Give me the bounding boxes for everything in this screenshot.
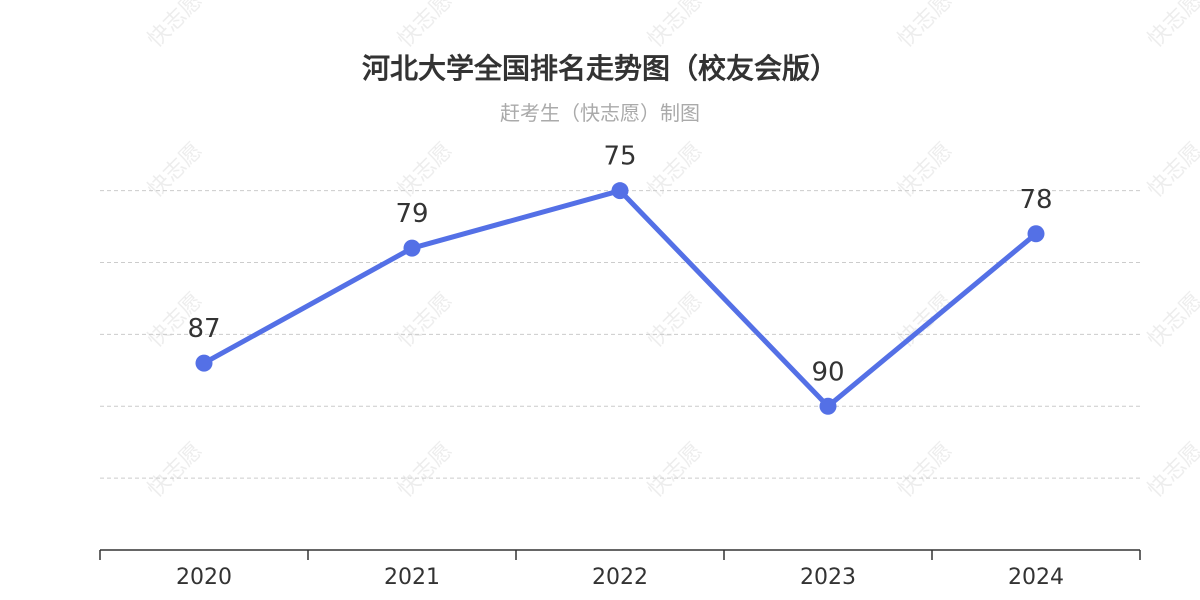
watermark-text: 快志愿 bbox=[643, 438, 707, 502]
x-tick-label: 2022 bbox=[592, 565, 648, 590]
x-tick-label: 2023 bbox=[800, 565, 856, 590]
data-labels: 87 79 75 90 78 bbox=[187, 142, 1052, 388]
watermark-text: 快志愿 bbox=[143, 438, 207, 502]
series-layer bbox=[195, 182, 1045, 415]
watermark-text: 快志愿 bbox=[1143, 288, 1200, 352]
watermark-text: 快志愿 bbox=[143, 138, 207, 202]
watermark-text: 快志愿 bbox=[393, 0, 457, 53]
data-label: 79 bbox=[395, 199, 428, 229]
watermark-text: 快志愿 bbox=[393, 438, 457, 502]
data-label: 90 bbox=[811, 357, 844, 387]
watermark-text: 快志愿 bbox=[643, 0, 707, 53]
watermark-text: 快志愿 bbox=[893, 0, 957, 53]
chart-subtitle: 赶考生（快志愿）制图 bbox=[500, 101, 700, 125]
series-line bbox=[201, 188, 1039, 409]
data-label: 87 bbox=[187, 314, 220, 344]
watermark-text: 快志愿 bbox=[393, 138, 457, 202]
watermark-text: 快志愿 bbox=[643, 288, 707, 352]
watermark-text: 快志愿 bbox=[1143, 438, 1200, 502]
chart-title: 河北大学全国排名走势图（校友会版） bbox=[362, 52, 838, 85]
watermark-text: 快志愿 bbox=[893, 138, 957, 202]
data-point[interactable] bbox=[403, 239, 421, 257]
data-label: 78 bbox=[1019, 185, 1052, 215]
data-point[interactable] bbox=[195, 354, 213, 372]
watermark-text: 快志愿 bbox=[893, 438, 957, 502]
watermark-text: 快志愿 bbox=[643, 138, 707, 202]
x-axis: 2020 2021 2022 2023 2024 bbox=[99, 549, 1141, 590]
data-point[interactable] bbox=[819, 397, 837, 415]
watermark-text: 快志愿 bbox=[1143, 138, 1200, 202]
data-point[interactable] bbox=[1027, 225, 1045, 243]
x-tick-label: 2024 bbox=[1008, 565, 1064, 590]
x-tick-label: 2021 bbox=[384, 565, 440, 590]
watermark-text: 快志愿 bbox=[1143, 0, 1200, 53]
watermark-text: 快志愿 bbox=[393, 288, 457, 352]
x-tick-label: 2020 bbox=[176, 565, 232, 590]
data-point[interactable] bbox=[611, 182, 629, 200]
data-label: 75 bbox=[603, 142, 636, 172]
watermark-text: 快志愿 bbox=[143, 0, 207, 53]
